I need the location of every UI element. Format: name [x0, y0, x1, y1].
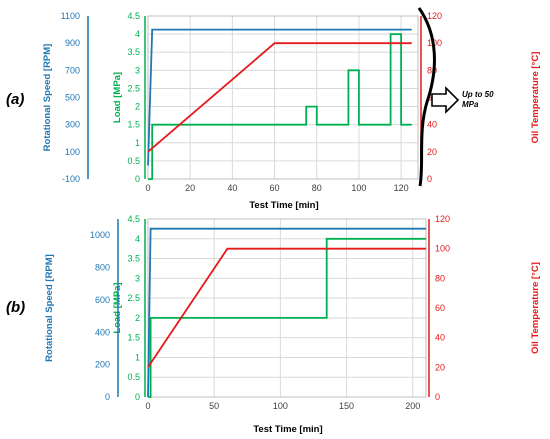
temperature-tick-label: 0	[427, 174, 432, 184]
speed-tick-label: 100	[65, 147, 80, 157]
load-tick-label: 2.5	[127, 293, 140, 303]
x-tick-label: 50	[209, 401, 219, 411]
x-tick-label: 40	[227, 183, 237, 193]
temperature-tick-label: 100	[435, 244, 450, 254]
x-tick-label: 100	[273, 401, 288, 411]
load-tick-label: 0	[135, 392, 140, 402]
load-series-line	[148, 237, 426, 398]
x-tick-label: 0	[145, 183, 150, 193]
panel-b-label: (b)	[6, 299, 25, 316]
speed-tick-label: 200	[95, 360, 110, 370]
speed-axis-title: Rotational Speed [RPM]	[42, 44, 53, 152]
speed-tick-label: 600	[95, 295, 110, 305]
load-tick-label: 1	[135, 138, 140, 148]
load-tick-label: 2	[135, 313, 140, 323]
load-tick-label: 0.5	[127, 372, 140, 382]
load-tick-label: 3.5	[127, 254, 140, 264]
speed-series-line	[147, 28, 412, 166]
load-tick-label: 4	[135, 29, 140, 39]
temperature-series-line	[147, 42, 412, 153]
temperature-tick-label: 60	[435, 303, 445, 313]
x-axis-title: Test Time [min]	[249, 200, 318, 211]
load-tick-label: 1.5	[127, 120, 140, 130]
plot-frame	[147, 15, 419, 180]
load-tick-label: 2.5	[127, 83, 140, 93]
temperature-tick-label: 80	[435, 273, 445, 283]
speed-tick-label: 400	[95, 327, 110, 337]
load-tick-label: 1.5	[127, 333, 140, 343]
temperature-tick-label: 20	[435, 362, 445, 372]
temperature-series-line	[147, 247, 426, 368]
x-axis-title: Test Time [min]	[253, 424, 322, 435]
load-tick-label: 2	[135, 102, 140, 112]
load-tick-label: 4.5	[127, 214, 140, 224]
x-tick-label: 80	[312, 183, 322, 193]
right-arrow-icon	[431, 86, 460, 114]
speed-tick-label: 1100	[61, 11, 80, 21]
temperature-tick-label: 80	[427, 65, 437, 75]
break-line	[417, 7, 436, 187]
load-tick-label: 4	[135, 234, 140, 244]
panel-b: (b) Rotational Speed [RPM] Load [MPa] Oi…	[6, 214, 541, 435]
x-tick-label: 150	[339, 401, 354, 411]
panel-a: (a) Rotational Speed [RPM] Load [MPa] Oi…	[6, 11, 541, 211]
speed-tick-label: 0	[105, 392, 110, 402]
speed-tick-label: 900	[65, 38, 80, 48]
speed-series-line	[147, 227, 426, 398]
load-tick-label: 0.5	[127, 156, 140, 166]
x-tick-label: 0	[145, 401, 150, 411]
load-tick-label: 3	[135, 65, 140, 75]
load-tick-label: 1	[135, 352, 140, 362]
annotation-line-1: Up to 50	[462, 90, 494, 99]
temperature-tick-label: 40	[435, 333, 445, 343]
grid	[147, 218, 427, 398]
temperature-tick-label: 40	[427, 120, 437, 130]
temperature-tick-label: 0	[435, 392, 440, 402]
speed-tick-label: 700	[65, 65, 80, 75]
x-tick-label: 200	[405, 401, 420, 411]
speed-tick-label: 1000	[90, 230, 110, 240]
load-axis-title: Load [MPa]	[112, 72, 123, 123]
load-series-line	[148, 33, 412, 180]
x-tick-label: 100	[351, 183, 366, 193]
load-tick-label: 3.5	[127, 47, 140, 57]
x-tick-label: 120	[394, 183, 409, 193]
speed-tick-label: -100	[62, 174, 80, 184]
temperature-tick-label: 120	[427, 11, 442, 21]
temperature-tick-label: 120	[435, 214, 450, 224]
plot-frame	[147, 218, 427, 398]
load-tick-label: 4.5	[127, 11, 140, 21]
panel-a-label: (a)	[6, 91, 24, 108]
load-tick-label: 3	[135, 273, 140, 283]
load-tick-label: 0	[135, 174, 140, 184]
annotation: Up to 50 MPa	[417, 7, 494, 187]
speed-tick-label: 300	[65, 120, 80, 130]
temperature-axis-title: Oil Temperature [°C]	[530, 52, 541, 144]
grid	[147, 15, 419, 180]
x-tick-label: 60	[270, 183, 280, 193]
x-tick-label: 20	[185, 183, 195, 193]
temperature-tick-label: 20	[427, 147, 437, 157]
speed-tick-label: 500	[65, 93, 80, 103]
speed-axis-title: Rotational Speed [RPM]	[44, 254, 55, 362]
temperature-axis-title: Oil Temperature [°C]	[530, 262, 541, 354]
annotation-line-2: MPa	[462, 100, 479, 109]
speed-tick-label: 800	[95, 263, 110, 273]
